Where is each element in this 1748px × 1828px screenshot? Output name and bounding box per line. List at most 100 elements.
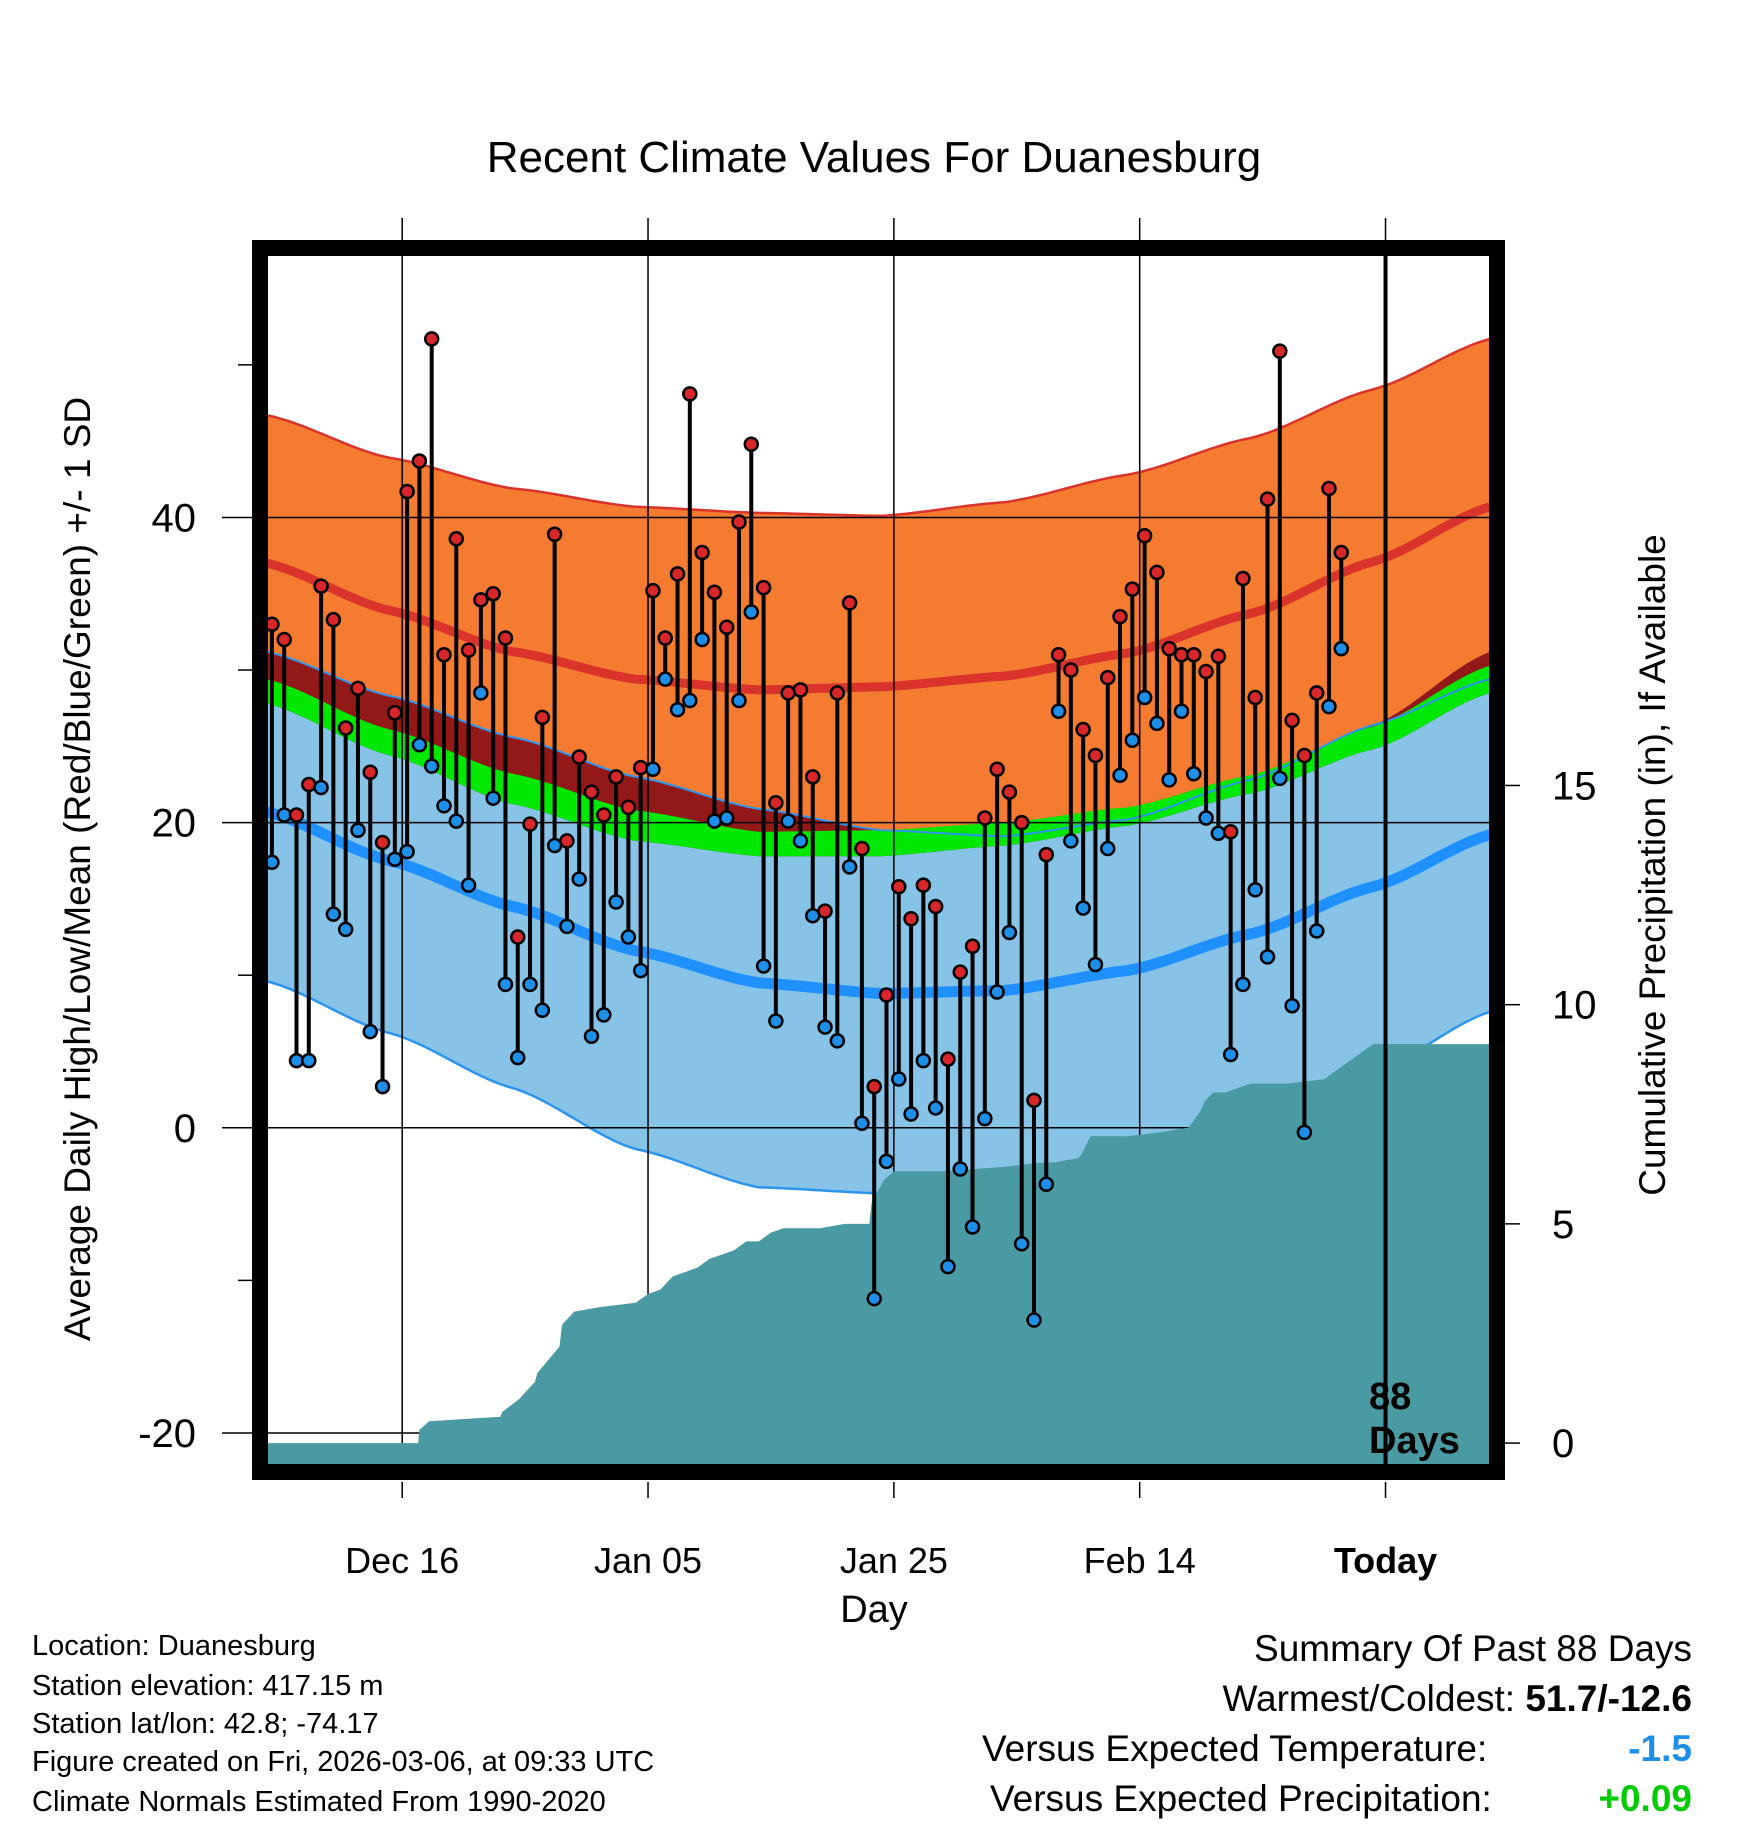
low-marker xyxy=(706,813,723,829)
high-marker xyxy=(1050,647,1067,663)
high-marker xyxy=(350,680,366,697)
low-marker xyxy=(1210,825,1227,842)
high-marker xyxy=(915,877,932,893)
high-marker xyxy=(620,799,637,816)
high-marker xyxy=(841,595,858,611)
high-marker xyxy=(325,611,342,628)
summary-vs-precip-label: Versus Expected Precipitation: xyxy=(990,1778,1492,1819)
low-marker xyxy=(903,1106,919,1122)
high-marker xyxy=(731,514,747,530)
high-marker xyxy=(1001,784,1018,800)
y-axis-right: 0 5 10 15 xyxy=(1505,764,1597,1466)
y2-axis-label: Cumulative Precipitation (in), If Availa… xyxy=(1632,534,1673,1196)
high-marker xyxy=(657,630,673,646)
high-marker xyxy=(608,769,624,785)
high-marker xyxy=(1321,480,1337,497)
high-marker xyxy=(1259,491,1276,507)
low-marker xyxy=(866,1290,882,1307)
low-marker xyxy=(891,1071,907,1087)
normal-bands xyxy=(267,337,1490,1195)
low-marker xyxy=(448,813,465,829)
info-normals: Climate Normals Estimated From 1990-2020 xyxy=(32,1786,606,1818)
high-marker xyxy=(1222,824,1239,840)
high-marker xyxy=(1087,747,1104,764)
low-marker xyxy=(1026,1312,1042,1328)
high-marker xyxy=(1124,581,1141,597)
high-marker xyxy=(288,807,305,823)
low-marker xyxy=(1099,840,1116,857)
info-location: Location: Duanesburg xyxy=(32,1630,316,1662)
high-marker xyxy=(583,784,600,800)
high-marker xyxy=(706,584,723,600)
high-marker xyxy=(977,810,993,826)
low-marker xyxy=(267,854,280,871)
high-marker xyxy=(903,910,919,927)
high-marker xyxy=(1296,747,1313,764)
low-marker xyxy=(1013,1236,1030,1252)
low-marker xyxy=(350,822,366,838)
low-marker xyxy=(460,877,477,893)
high-marker xyxy=(804,769,821,785)
y2-tick-label: 5 xyxy=(1552,1203,1574,1247)
low-marker xyxy=(915,1052,932,1069)
low-marker xyxy=(682,692,698,709)
y2-tick-label: 0 xyxy=(1552,1422,1574,1466)
low-marker xyxy=(436,798,452,814)
low-marker xyxy=(608,894,624,910)
low-marker xyxy=(1038,1176,1055,1192)
low-marker xyxy=(841,859,858,875)
low-marker xyxy=(952,1161,968,1177)
summary-title: Summary Of Past 88 Days xyxy=(1254,1628,1692,1669)
high-marker xyxy=(1136,528,1153,544)
high-marker xyxy=(1075,721,1091,738)
y2-tick-label: 10 xyxy=(1552,984,1597,1028)
low-marker xyxy=(755,958,772,974)
low-marker xyxy=(1321,698,1337,715)
high-marker xyxy=(1013,814,1030,831)
high-marker xyxy=(1247,689,1263,706)
high-marker xyxy=(780,685,796,701)
low-marker xyxy=(1296,1124,1313,1141)
high-marker xyxy=(509,929,526,945)
low-marker xyxy=(362,1023,378,1040)
low-marker xyxy=(1112,767,1128,784)
low-marker xyxy=(313,779,329,796)
high-marker xyxy=(596,807,612,823)
high-plus-sd-line xyxy=(267,337,1490,518)
low-marker xyxy=(780,813,796,829)
low-marker xyxy=(1001,924,1018,941)
y-axis-left: -20 0 20 40 xyxy=(138,364,252,1456)
high-marker xyxy=(411,453,428,469)
high-marker xyxy=(878,987,895,1003)
low-marker xyxy=(1308,923,1325,939)
low-marker xyxy=(1136,689,1153,706)
high-marker xyxy=(276,631,292,648)
low-marker xyxy=(669,701,686,718)
low-marker xyxy=(927,1100,944,1116)
low-marker xyxy=(817,1019,833,1035)
high-marker xyxy=(399,483,415,500)
low-marker xyxy=(620,929,637,945)
low-marker xyxy=(977,1110,993,1127)
low-marker xyxy=(399,843,415,860)
high-marker xyxy=(891,878,907,895)
high-marker xyxy=(1112,608,1128,625)
high-marker xyxy=(854,840,870,857)
low-marker xyxy=(497,976,514,993)
high-marker xyxy=(1161,640,1177,657)
low-marker xyxy=(374,1078,391,1095)
high-marker xyxy=(436,647,452,663)
high-marker xyxy=(448,531,465,547)
high-marker xyxy=(669,566,686,582)
info-elevation: Station elevation: 417.15 m xyxy=(32,1670,384,1702)
high-marker xyxy=(301,776,317,793)
high-marker xyxy=(829,685,846,701)
today-days-count: 88 xyxy=(1369,1376,1411,1418)
high-marker xyxy=(522,816,538,832)
high-marker xyxy=(989,761,1005,777)
high-marker xyxy=(559,833,575,849)
low-marker xyxy=(522,976,538,993)
summary-vs-precip-value: +0.09 xyxy=(1598,1778,1692,1819)
summary-warmest-row: Warmest/Coldest: 51.7/-12.6 xyxy=(1222,1680,1692,1717)
low-marker xyxy=(1222,1046,1239,1063)
